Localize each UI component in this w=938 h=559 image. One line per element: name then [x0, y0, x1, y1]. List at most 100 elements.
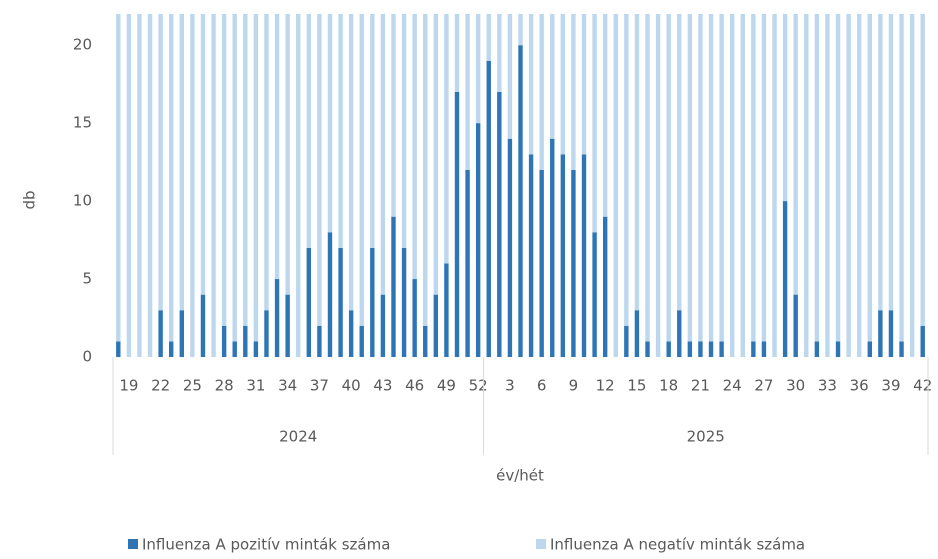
x-tick-label: 49 — [437, 377, 456, 395]
x-tick-label: 9 — [569, 377, 579, 395]
bar — [423, 14, 428, 326]
bar — [624, 325, 629, 357]
bar — [867, 14, 872, 342]
bar — [380, 294, 386, 357]
bar — [486, 60, 491, 357]
x-tick-label: 22 — [151, 377, 170, 395]
bar — [454, 91, 460, 358]
bar — [687, 14, 693, 342]
x-tick-label: 40 — [342, 377, 361, 395]
bar — [729, 14, 735, 358]
bar — [888, 14, 894, 311]
y-tick-label: 20 — [73, 36, 92, 54]
bar — [634, 14, 640, 311]
bar — [645, 341, 650, 357]
bar — [454, 14, 460, 92]
bar — [497, 91, 502, 358]
bar — [200, 294, 206, 357]
bar — [655, 14, 661, 358]
bar — [253, 341, 259, 357]
bar — [539, 169, 544, 357]
bar — [444, 14, 449, 264]
y-tick-label: 10 — [73, 192, 92, 210]
bar — [264, 14, 269, 311]
bar — [687, 341, 693, 357]
bar — [243, 14, 248, 326]
bar — [814, 341, 820, 357]
bar — [507, 14, 513, 139]
bar — [560, 154, 566, 357]
bar — [613, 14, 618, 358]
bar — [221, 14, 227, 326]
bar — [592, 232, 597, 357]
bar — [359, 325, 364, 357]
bar — [751, 341, 756, 357]
bar — [581, 154, 587, 357]
bar — [285, 14, 290, 295]
bar — [306, 14, 312, 248]
bar — [274, 279, 280, 357]
x-tick-label: 36 — [850, 377, 869, 395]
bar — [412, 279, 417, 357]
bar — [772, 14, 777, 358]
bar — [158, 14, 163, 311]
bar — [338, 14, 343, 248]
bar — [804, 14, 809, 358]
bar — [814, 14, 820, 342]
bar — [602, 216, 608, 357]
bar — [243, 325, 248, 357]
x-tick-label: 28 — [215, 377, 234, 395]
bar — [878, 310, 883, 357]
bar — [634, 310, 640, 357]
bar — [338, 247, 343, 357]
x-tick-label: 3 — [505, 377, 515, 395]
bar — [232, 14, 237, 342]
bar — [698, 341, 703, 357]
bar — [666, 341, 671, 357]
bar — [401, 247, 407, 357]
bars — [116, 14, 925, 358]
bar — [169, 341, 174, 357]
bar — [550, 138, 555, 357]
bar — [475, 14, 481, 124]
bar — [909, 14, 915, 358]
bar — [475, 123, 481, 358]
x-tick-label: 6 — [537, 377, 547, 395]
bar — [274, 14, 280, 280]
x-tick-label: 34 — [278, 377, 297, 395]
bar — [677, 14, 682, 311]
bar — [782, 14, 788, 202]
bar — [698, 14, 703, 342]
bar — [740, 14, 745, 358]
bar — [846, 14, 851, 358]
x-tick-label: 31 — [246, 377, 265, 395]
bar — [137, 14, 142, 358]
bar — [581, 14, 587, 155]
legend-swatch — [128, 539, 138, 549]
bar — [126, 14, 132, 358]
bar — [285, 294, 290, 357]
bar — [899, 341, 904, 357]
bar — [221, 325, 227, 357]
legend-label: Influenza A negatív minták száma — [550, 536, 805, 554]
bar — [507, 138, 513, 357]
bar — [433, 14, 439, 295]
x-tick-label: 12 — [596, 377, 615, 395]
bar — [179, 14, 184, 311]
bar — [327, 14, 333, 233]
bar — [602, 14, 608, 217]
bar — [391, 14, 396, 217]
bar — [327, 232, 333, 357]
x-tick-label: 42 — [913, 377, 932, 395]
group-label: 2024 — [279, 428, 317, 446]
bar — [497, 14, 502, 92]
group-label: 2025 — [687, 428, 725, 446]
bar — [306, 247, 312, 357]
bar — [592, 14, 597, 233]
bar — [253, 14, 259, 342]
bar — [370, 14, 375, 248]
bar — [412, 14, 417, 280]
bar — [708, 341, 714, 357]
x-axis-title: év/hét — [496, 467, 544, 485]
